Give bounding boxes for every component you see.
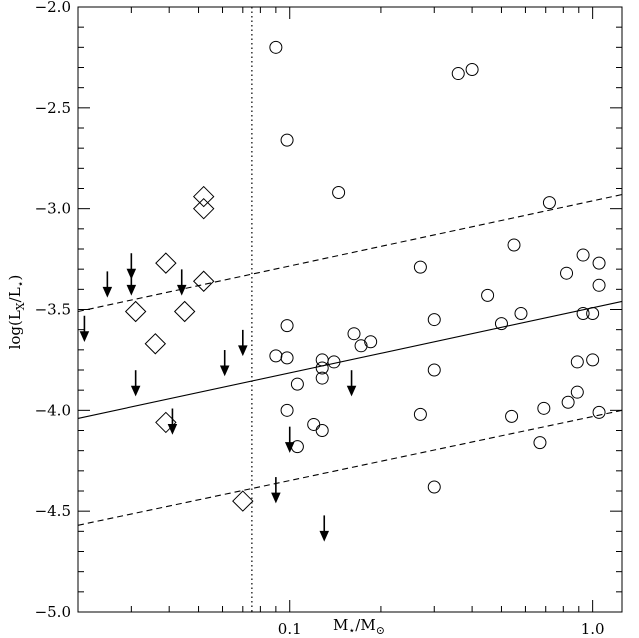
x-tick-label: 1.0: [581, 620, 605, 638]
y-tick-label: −3.5: [35, 301, 71, 319]
data-point-circle: [465, 63, 479, 77]
data-point-circle: [560, 266, 574, 280]
data-point-circle: [542, 196, 556, 210]
y-tick-label: −4.0: [35, 401, 71, 419]
upper-limit-arrow: [126, 269, 137, 296]
data-point-circle: [280, 133, 294, 147]
x-tick-label: 0.1: [278, 620, 302, 638]
data-point-circle: [533, 436, 547, 450]
upper-limit-arrow: [238, 329, 248, 357]
data-point-circle: [592, 405, 606, 419]
y-tick-label: −3.0: [35, 200, 71, 218]
data-point-circle: [315, 371, 329, 385]
data-point-circle: [413, 260, 427, 274]
data-point-circle: [315, 361, 329, 375]
data-point-circle: [280, 319, 294, 333]
data-point-circle: [561, 395, 575, 409]
data-point-circle: [315, 424, 329, 437]
data-point-diamond: [155, 252, 177, 274]
data-point-diamond: [192, 270, 215, 292]
data-point-circle: [451, 67, 465, 81]
data-point-circle: [307, 417, 321, 431]
upper-limit-arrow: [284, 426, 295, 453]
data-point-circle: [427, 363, 441, 377]
data-point-circle: [537, 401, 551, 415]
upper-limit-arrow: [319, 515, 330, 542]
data-point-circle: [290, 377, 304, 391]
data-point-circle: [505, 409, 519, 423]
data-point-circle: [570, 385, 584, 399]
upper-limit-arrow: [346, 370, 357, 397]
data-point-diamond: [192, 185, 215, 208]
data-point-circle: [269, 349, 283, 363]
upper-limit-arrow: [271, 477, 281, 504]
data-point-circle: [427, 313, 441, 327]
data-point-circle: [586, 353, 600, 367]
data-point-circle: [592, 278, 606, 292]
fit-line-dashed: [77, 194, 623, 313]
data-point-circle: [592, 256, 606, 270]
data-point-diamond: [144, 333, 167, 355]
data-point-circle: [576, 307, 590, 321]
data-point-circle: [481, 288, 495, 302]
data-point-circle: [280, 403, 294, 417]
data-point-circle: [327, 355, 341, 369]
data-point-diamond: [124, 300, 147, 323]
data-point-circle: [413, 407, 427, 421]
data-point-circle: [280, 351, 294, 365]
y-tick-label: −2.5: [35, 99, 71, 117]
data-point-circle: [332, 186, 346, 200]
upper-limit-arrow: [167, 408, 178, 435]
data-point-circle: [269, 40, 283, 54]
data-point-circle: [586, 307, 600, 321]
upper-limit-arrow: [79, 315, 90, 342]
data-point-circle: [514, 307, 528, 321]
data-point-circle: [507, 238, 521, 252]
upper-limit-arrow: [176, 269, 187, 296]
data-point-diamond: [173, 300, 196, 323]
upper-limit-arrow: [130, 370, 141, 397]
y-axis-title: log(LX/L⋆): [6, 275, 27, 350]
data-point-circle: [427, 480, 441, 494]
data-point-circle: [354, 339, 368, 353]
fit-line-solid: [77, 300, 623, 419]
upper-limit-arrow: [219, 350, 230, 377]
data-point-diamond: [192, 197, 215, 220]
data-point-diamond: [232, 490, 254, 512]
fit-line-dashed: [77, 409, 623, 526]
data-point-circle: [576, 248, 590, 262]
y-tick-label: −2.0: [35, 0, 71, 16]
y-tick-label: −4.5: [35, 502, 71, 520]
data-point-circle: [347, 327, 361, 341]
data-point-circle: [364, 335, 378, 349]
data-point-circle: [570, 355, 584, 369]
x-axis-title: M⋆/M⊙: [333, 616, 385, 637]
data-point-circle: [494, 317, 508, 331]
y-tick-label: −5.0: [35, 603, 71, 621]
plot-frame: [77, 6, 623, 613]
upper-limit-arrow: [102, 271, 113, 298]
